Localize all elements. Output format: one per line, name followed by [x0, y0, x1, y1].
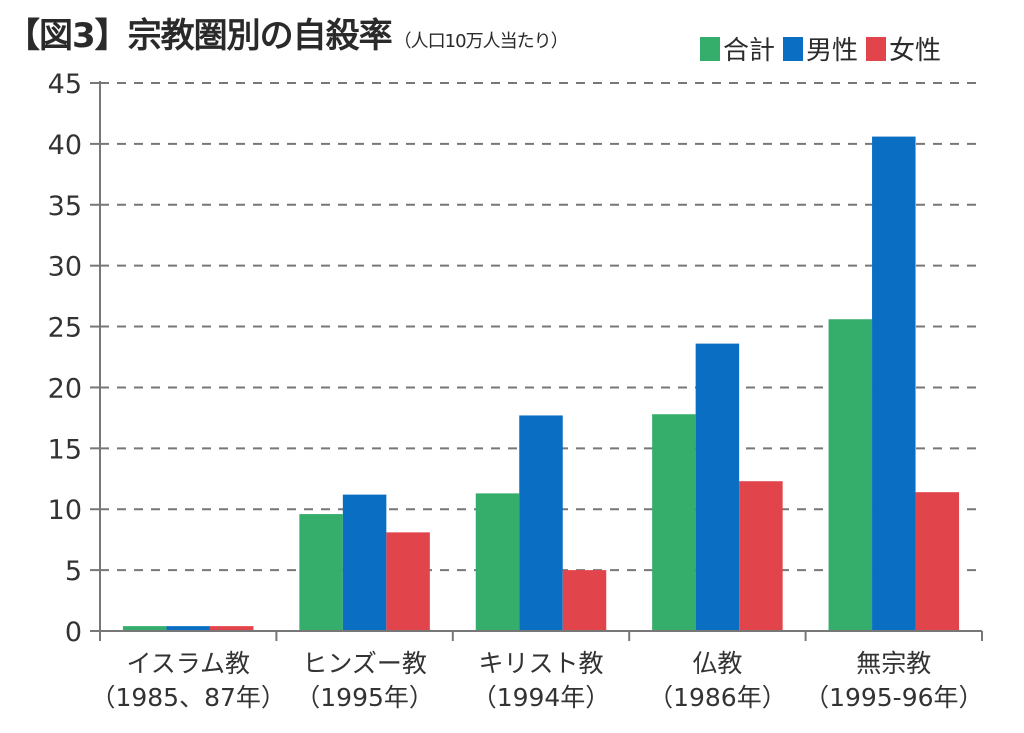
x-category-period: （1994年） — [472, 683, 611, 712]
legend-label-male: 男性 — [806, 36, 859, 66]
chart-title: 【図3】宗教圏別の自殺率 （人口10万人当たり） — [6, 8, 569, 57]
bar-male — [872, 136, 916, 632]
y-tick-label: 35 — [48, 191, 82, 222]
bar-female — [386, 532, 430, 631]
legend-item-total: 合計 — [700, 30, 775, 67]
bar-female — [562, 570, 607, 631]
bar-total — [299, 514, 343, 631]
bars — [122, 136, 960, 632]
legend: 合計 男性 女性 — [700, 30, 949, 67]
legend-swatch-female — [866, 36, 887, 61]
y-tick-label: 45 — [48, 69, 82, 100]
y-tick-label: 10 — [48, 495, 82, 526]
x-category-period: （1985、87年） — [90, 683, 285, 712]
bar-female — [209, 626, 254, 631]
x-category-label: ヒンズー教 — [302, 649, 427, 678]
bar-total — [122, 626, 167, 631]
legend-item-female: 女性 — [866, 30, 941, 67]
bar-male — [695, 343, 740, 631]
x-category-period: （1995-96年） — [804, 683, 983, 712]
legend-swatch-total — [700, 36, 720, 61]
x-category-label: キリスト教 — [478, 649, 603, 678]
chart-subtitle: （人口10万人当たり） — [393, 31, 569, 52]
bar-male — [166, 626, 210, 631]
x-category-period: （1986年） — [648, 683, 787, 712]
legend-label-female: 女性 — [889, 36, 942, 66]
legend-item-male: 男性 — [783, 30, 858, 67]
bar-female — [915, 492, 960, 631]
bar-male — [342, 494, 387, 631]
y-tick-label: 25 — [48, 313, 82, 344]
bar-female — [739, 481, 783, 631]
x-category-label: 無宗教 — [856, 649, 931, 678]
y-tick-label: 0 — [65, 617, 82, 648]
y-tick-label: 15 — [48, 434, 82, 465]
bar-total — [828, 319, 873, 631]
chart-title-main: 【図3】宗教圏別の自殺率 — [6, 16, 393, 56]
y-tick-label: 30 — [48, 252, 82, 283]
y-tick-label: 40 — [48, 130, 82, 161]
bar-total — [652, 414, 696, 631]
bar-total — [475, 493, 520, 631]
y-tick-label: 5 — [65, 556, 82, 587]
bar-male — [519, 415, 563, 631]
legend-label-total: 合計 — [723, 36, 776, 66]
x-category-label: イスラム教 — [126, 649, 250, 678]
x-category-label: 仏教 — [692, 649, 742, 678]
x-category-period: （1995年） — [295, 683, 434, 712]
x-category-labels: イスラム教 （1985、87年） ヒンズー教 （1995年） キリスト教 （1994年） 仏… — [90, 649, 983, 712]
y-tick-labels: 0 5 10 15 20 25 30 35 40 45 — [48, 69, 82, 648]
y-tick-label: 20 — [48, 373, 82, 404]
legend-swatch-male — [783, 36, 804, 61]
axes — [90, 81, 983, 641]
